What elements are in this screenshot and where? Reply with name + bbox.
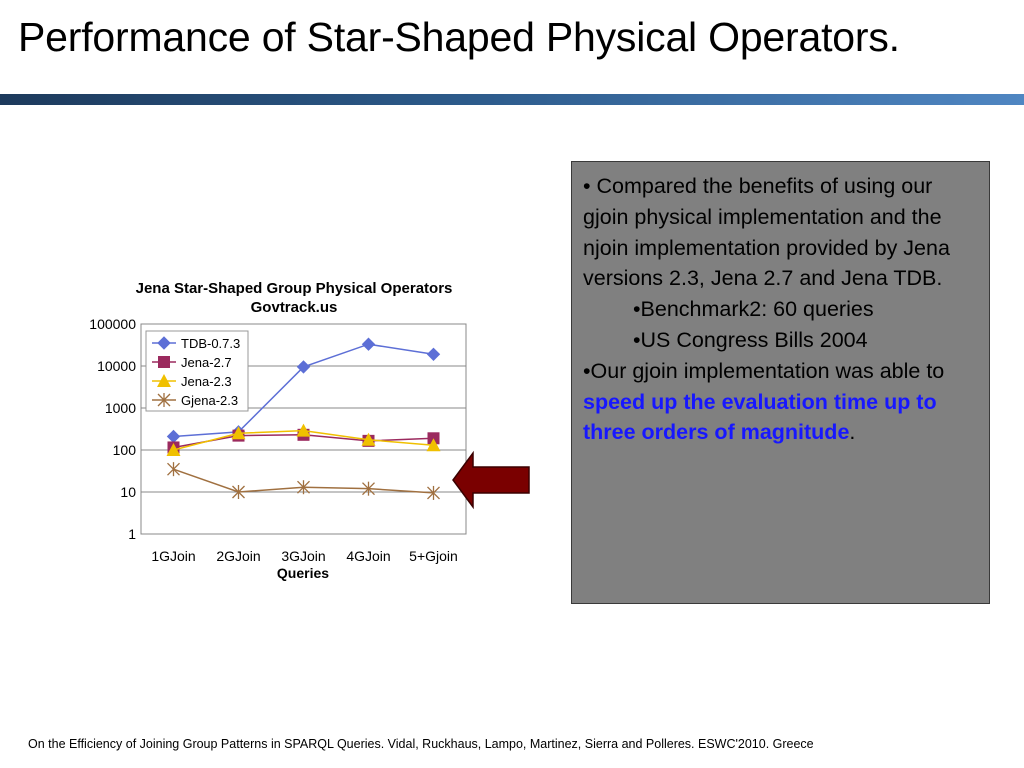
data-point	[361, 432, 376, 446]
y-tick-label: 1	[128, 526, 136, 542]
y-tick-label: 1000	[105, 400, 136, 416]
title-divider-bar	[0, 94, 1024, 105]
series-lines	[166, 337, 441, 500]
x-axis-label: Queries	[277, 565, 329, 581]
legend-item: Jena-2.3	[152, 374, 232, 389]
legend-label: Gjena-2.3	[181, 393, 238, 408]
data-point	[426, 347, 441, 361]
performance-chart: Jena Star-Shaped Group Physical Operator…	[89, 280, 467, 581]
data-point	[297, 480, 310, 495]
left-arrow-icon	[452, 450, 530, 510]
legend-marker	[157, 336, 171, 350]
result-text-prefix: •Our gjoin implementation was able to	[583, 358, 945, 383]
legend-marker	[157, 393, 171, 407]
data-point	[166, 443, 181, 456]
data-point	[231, 426, 246, 440]
legend-marker	[158, 356, 170, 368]
chart-title: Jena Star-Shaped Group Physical Operator…	[136, 280, 453, 297]
x-tick-label: 4GJoin	[346, 548, 390, 564]
legend-item: Gjena-2.3	[152, 393, 238, 408]
y-tick-label: 100	[113, 442, 137, 458]
data-point	[426, 438, 441, 452]
result-text-suffix: .	[849, 420, 856, 445]
data-point	[362, 481, 375, 496]
legend-item: Jena-2.7	[152, 355, 232, 370]
legend-marker	[157, 374, 171, 387]
info-sub-bullet-benchmark: •Benchmark2: 60 queries	[633, 297, 874, 322]
info-sub-bullet-dataset: •US Congress Bills 2004	[633, 327, 868, 352]
data-point	[427, 485, 440, 500]
slide-title: Performance of Star-Shaped Physical Oper…	[18, 14, 900, 60]
chart-subtitle: Govtrack.us	[251, 299, 338, 316]
info-bullet-result: •Our gjoin implementation was able to sp…	[583, 356, 979, 448]
info-bullet-comparison: • Compared the benefits of using our gjo…	[583, 174, 950, 291]
x-tick-labels: 1GJoin 2GJoin 3GJoin 4GJoin 5+Gjoin	[151, 548, 458, 564]
footer-citation: On the Efficiency of Joining Group Patte…	[28, 737, 814, 751]
data-point	[296, 423, 311, 437]
data-point	[167, 462, 180, 477]
data-point	[361, 337, 376, 351]
y-tick-label: 10	[120, 484, 136, 500]
legend-item: TDB-0.7.3	[152, 336, 240, 351]
data-point	[296, 360, 311, 374]
series-jena-2-3	[166, 423, 441, 456]
y-tick-label: 100000	[89, 316, 136, 332]
y-tick-label: 10000	[97, 358, 136, 374]
y-tick-labels: 1 10 100 1000 10000 100000	[89, 316, 136, 542]
series-gjena-2-3	[167, 462, 440, 500]
info-box: • Compared the benefits of using our gjo…	[571, 161, 990, 604]
x-tick-label: 2GJoin	[216, 548, 260, 564]
chart-legend: TDB-0.7.3 Jena-2.7 Jena-2.3 Gjena-2.3	[145, 330, 249, 412]
x-tick-label: 5+Gjoin	[409, 548, 458, 564]
data-point	[232, 485, 245, 499]
x-tick-label: 3GJoin	[281, 548, 325, 564]
legend-label: Jena-2.3	[181, 374, 232, 389]
legend-label: Jena-2.7	[181, 355, 232, 370]
x-tick-label: 1GJoin	[151, 548, 195, 564]
result-highlight-text: speed up the evaluation time up to three…	[583, 389, 937, 445]
legend-label: TDB-0.7.3	[181, 336, 240, 351]
